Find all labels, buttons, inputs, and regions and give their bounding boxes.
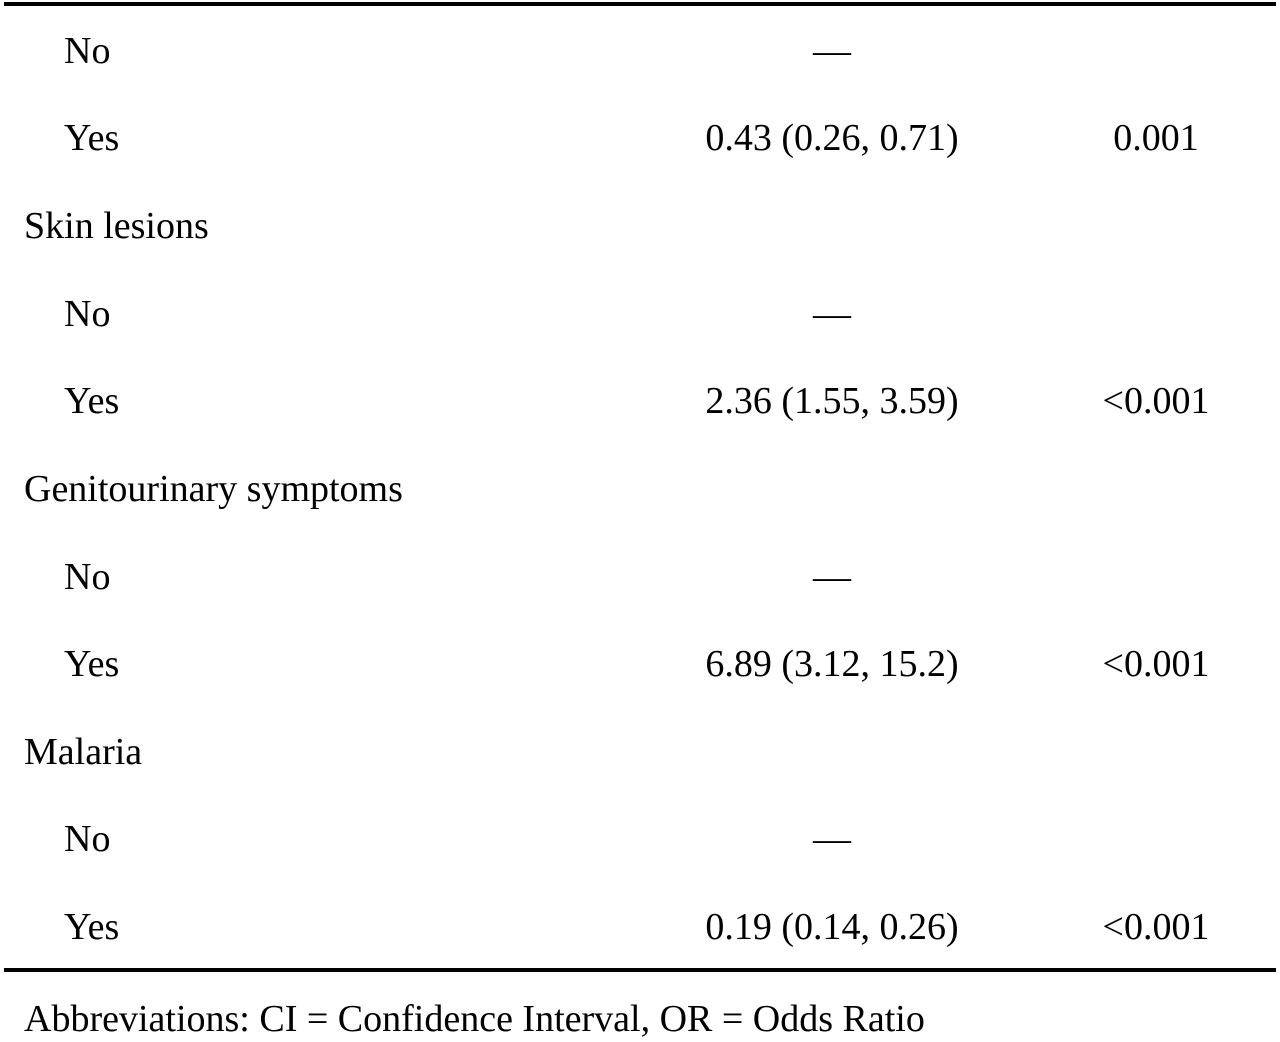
table-bottom-rule [4, 968, 1276, 972]
row-group-label: Genitourinary symptoms [24, 468, 403, 510]
table-row: Skin lesions [0, 183, 1280, 270]
odds-ratio-ci: — [813, 293, 851, 335]
odds-ratio-ci: 6.89 (3.12, 15.2) [705, 643, 959, 685]
table-row: No — [0, 8, 1280, 95]
table-row: Yes 0.19 (0.14, 0.26) <0.001 [0, 884, 1280, 971]
table-row: Genitourinary symptoms [0, 446, 1280, 533]
row-label: Yes [64, 380, 120, 422]
table-row: No — [0, 796, 1280, 883]
row-group-label: Malaria [24, 731, 143, 773]
odds-ratio-ci: 0.19 (0.14, 0.26) [705, 906, 959, 948]
row-label: No [64, 556, 111, 598]
table-top-rule [4, 2, 1276, 6]
p-value: <0.001 [1102, 906, 1210, 948]
table-row: Yes 6.89 (3.12, 15.2) <0.001 [0, 621, 1280, 708]
p-value: 0.001 [1113, 117, 1199, 159]
row-label: Yes [64, 117, 120, 159]
odds-ratio-ci: — [813, 556, 851, 598]
p-value: <0.001 [1102, 643, 1210, 685]
row-label: Yes [64, 643, 120, 685]
row-label: No [64, 818, 111, 860]
table-footnote: Abbreviations: CI = Confidence Interval,… [24, 998, 925, 1040]
row-label: Yes [64, 906, 120, 948]
row-label: No [64, 293, 111, 335]
table-row: No — [0, 271, 1280, 358]
table-row: Yes 0.43 (0.26, 0.71) 0.001 [0, 95, 1280, 182]
odds-ratio-ci: 2.36 (1.55, 3.59) [705, 380, 959, 422]
table-row: No — [0, 534, 1280, 621]
table-row: Malaria [0, 709, 1280, 796]
odds-ratio-ci: — [813, 818, 851, 860]
odds-ratio-ci: — [813, 30, 851, 72]
row-label: No [64, 30, 111, 72]
table-row: Yes 2.36 (1.55, 3.59) <0.001 [0, 358, 1280, 445]
row-group-label: Skin lesions [24, 205, 209, 247]
p-value: <0.001 [1102, 380, 1210, 422]
odds-ratio-ci: 0.43 (0.26, 0.71) [705, 117, 959, 159]
